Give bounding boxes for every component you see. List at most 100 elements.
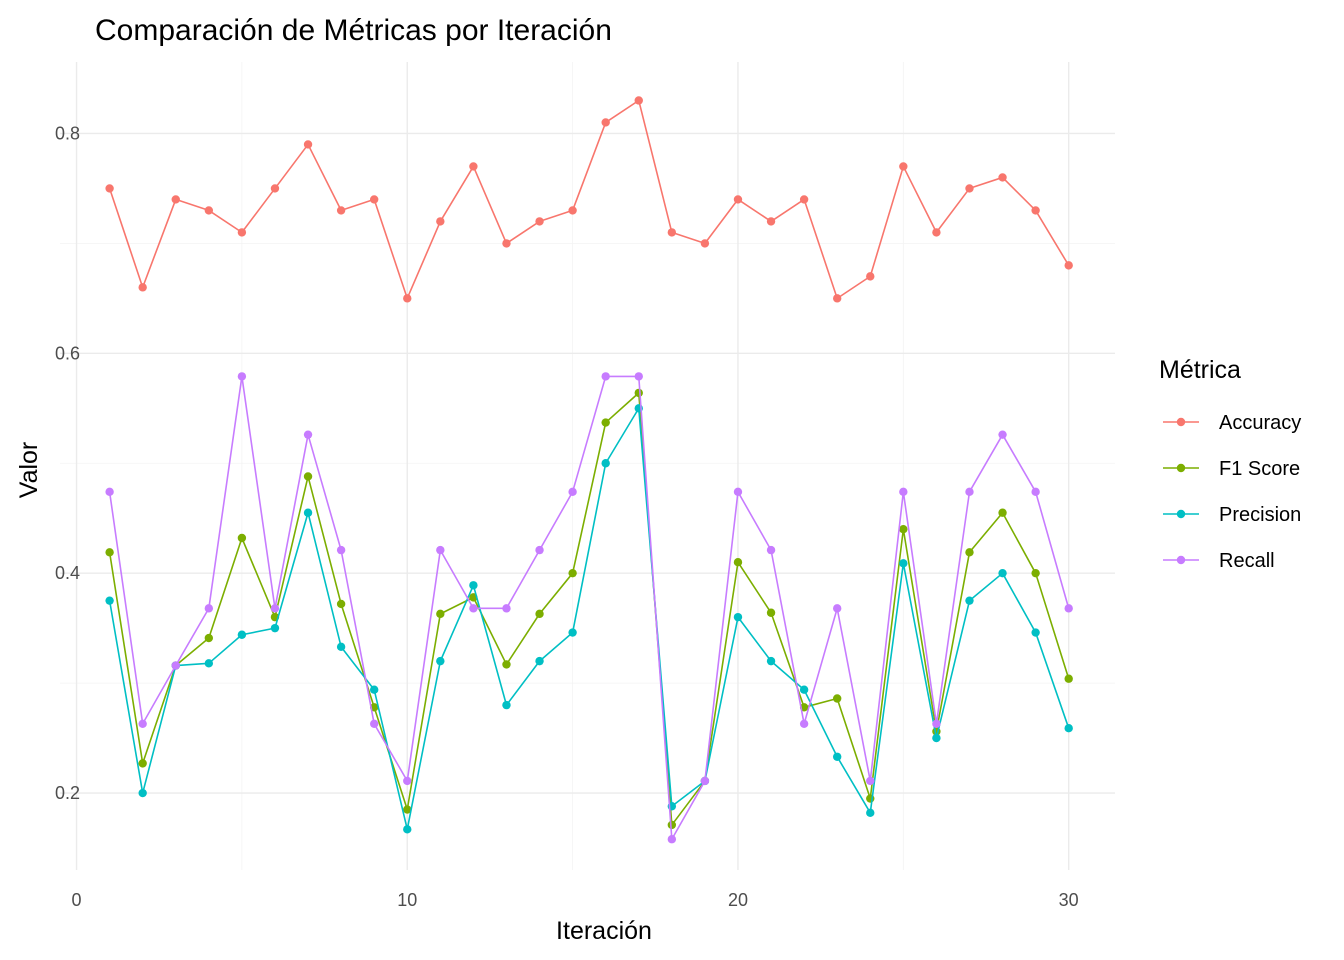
series-layer xyxy=(105,96,1073,844)
data-point-f1-score xyxy=(535,609,544,619)
legend-item-recall: Recall xyxy=(1163,550,1275,572)
data-point-recall xyxy=(502,604,511,613)
legend-label: Accuracy xyxy=(1219,412,1301,434)
data-point-precision xyxy=(336,642,346,652)
data-point-precision xyxy=(733,612,743,622)
data-point-recall xyxy=(237,372,247,381)
data-point-accuracy xyxy=(932,228,941,237)
legend-item-precision: Precision xyxy=(1163,504,1301,526)
data-point-accuracy xyxy=(799,195,809,204)
data-point-recall xyxy=(204,604,214,613)
data-point-recall xyxy=(899,487,908,497)
data-point-f1-score xyxy=(105,548,114,557)
data-point-precision xyxy=(535,656,544,666)
data-point-f1-score xyxy=(965,548,974,557)
data-point-recall xyxy=(799,719,809,728)
data-point-accuracy xyxy=(535,217,544,226)
data-point-f1-score xyxy=(568,568,577,578)
data-point-precision xyxy=(436,656,445,666)
data-point-accuracy xyxy=(568,206,577,215)
data-point-recall xyxy=(832,604,842,613)
legend-key-point xyxy=(1176,509,1186,519)
data-point-accuracy xyxy=(403,294,412,303)
data-point-recall xyxy=(866,776,875,786)
data-point-precision xyxy=(799,685,809,694)
data-point-recall xyxy=(932,719,941,728)
data-point-recall xyxy=(700,776,710,786)
data-point-accuracy xyxy=(270,184,280,193)
data-point-accuracy xyxy=(138,283,147,292)
data-point-accuracy xyxy=(965,184,974,193)
data-point-precision xyxy=(502,700,511,710)
data-point-recall xyxy=(105,487,114,497)
data-point-precision xyxy=(369,685,379,694)
data-point-precision xyxy=(138,788,147,798)
data-point-accuracy xyxy=(436,217,445,226)
data-point-recall xyxy=(1031,487,1040,497)
data-point-accuracy xyxy=(832,294,842,303)
data-point-recall xyxy=(369,719,379,728)
chart-title: Comparación de Métricas por Iteración xyxy=(95,14,612,47)
data-point-accuracy xyxy=(237,228,247,237)
data-point-accuracy xyxy=(303,140,313,149)
data-point-f1-score xyxy=(403,805,412,814)
series-line-precision xyxy=(108,407,1070,831)
data-point-f1-score xyxy=(502,660,511,669)
data-point-recall xyxy=(667,835,677,844)
data-point-precision xyxy=(766,656,776,666)
data-point-recall xyxy=(436,545,445,555)
x-tick-label: 10 xyxy=(397,890,417,910)
data-point-f1-score xyxy=(899,525,908,534)
legend-label: Precision xyxy=(1219,504,1301,526)
data-point-f1-score xyxy=(601,418,610,427)
data-point-accuracy xyxy=(336,206,346,215)
data-point-accuracy xyxy=(634,96,643,105)
data-point-recall xyxy=(634,372,643,381)
data-point-accuracy xyxy=(369,195,379,204)
y-tick-label: 0.8 xyxy=(55,123,80,143)
y-axis-ticks: 0.2 0.4 0.6 0.8 xyxy=(55,123,80,803)
data-point-recall xyxy=(403,776,412,786)
legend-item-f1-score: F1 Score xyxy=(1163,458,1300,480)
data-point-precision xyxy=(469,581,478,590)
y-tick-label: 0.6 xyxy=(55,343,80,363)
data-point-precision xyxy=(403,825,412,834)
data-point-precision xyxy=(866,808,875,818)
data-point-recall xyxy=(336,545,346,555)
data-point-recall xyxy=(469,604,478,613)
data-point-accuracy xyxy=(204,206,214,215)
legend-key-point xyxy=(1176,463,1186,473)
data-point-recall xyxy=(270,604,280,613)
data-point-f1-score xyxy=(1031,568,1040,578)
data-point-f1-score xyxy=(436,609,445,619)
y-tick-label: 0.2 xyxy=(55,783,80,803)
data-point-accuracy xyxy=(601,118,610,127)
data-point-recall xyxy=(998,430,1007,439)
x-axis-ticks: 0 10 20 30 xyxy=(72,890,1079,910)
grid xyxy=(60,62,1115,870)
data-point-precision xyxy=(1031,628,1040,637)
data-point-precision xyxy=(105,596,114,605)
legend-item-accuracy: Accuracy xyxy=(1163,412,1301,434)
data-point-accuracy xyxy=(502,239,511,248)
x-axis-title: Iteración xyxy=(556,917,652,945)
y-tick-label: 0.4 xyxy=(55,563,80,583)
data-point-recall xyxy=(733,487,743,497)
legend-label: F1 Score xyxy=(1219,458,1300,480)
data-point-precision xyxy=(998,568,1007,578)
data-point-accuracy xyxy=(469,162,478,171)
data-point-recall xyxy=(535,545,544,555)
data-point-f1-score xyxy=(667,820,677,830)
data-point-precision xyxy=(932,733,941,743)
data-point-precision xyxy=(237,630,247,639)
data-point-recall xyxy=(138,719,147,728)
data-point-accuracy xyxy=(105,184,114,193)
series-precision xyxy=(105,404,1073,834)
series-line-f1-score xyxy=(108,392,1070,826)
data-point-accuracy xyxy=(1031,206,1040,215)
data-point-precision xyxy=(1064,723,1073,733)
legend-key-point xyxy=(1176,417,1186,427)
data-point-precision xyxy=(204,659,214,668)
data-point-f1-score xyxy=(766,608,776,617)
